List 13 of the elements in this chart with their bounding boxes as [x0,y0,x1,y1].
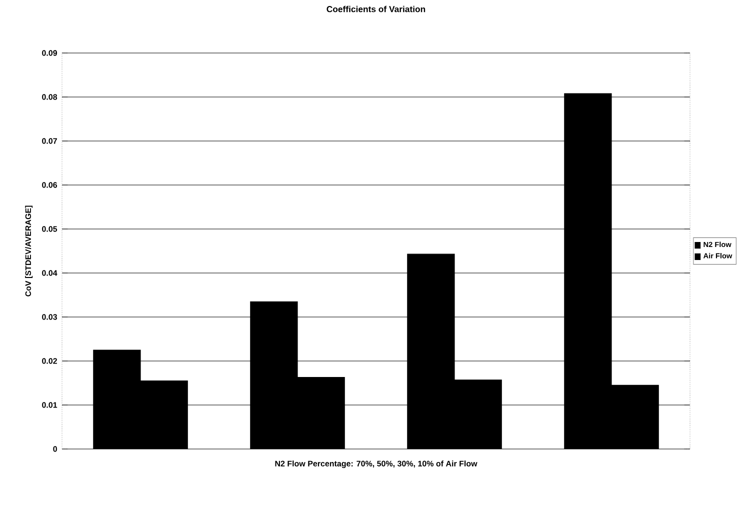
y-tick-label: 0.05 [42,226,58,232]
y-tick-label: 0.07 [42,138,57,144]
y-tick-label: 0.08 [42,94,58,100]
x-axis-title: N2 Flow Percentage: 70%, 50%, 30%, 10% of Air Flow [275,460,478,468]
y-tick-label: 0.04 [42,270,58,276]
y-axis-title: CoV [STDEV/AVERAGE] [25,206,33,296]
y-tick-label: 0.01 [42,402,58,408]
y-tick-label: 0 [53,446,57,452]
y-tick-label: 0.03 [42,314,58,320]
chart-title: Coefficients of Variation [326,6,426,12]
y-tick-label: 0.09 [42,50,58,56]
y-tick-label: 0.06 [42,182,58,188]
y-tick-label: 0.02 [42,358,57,364]
